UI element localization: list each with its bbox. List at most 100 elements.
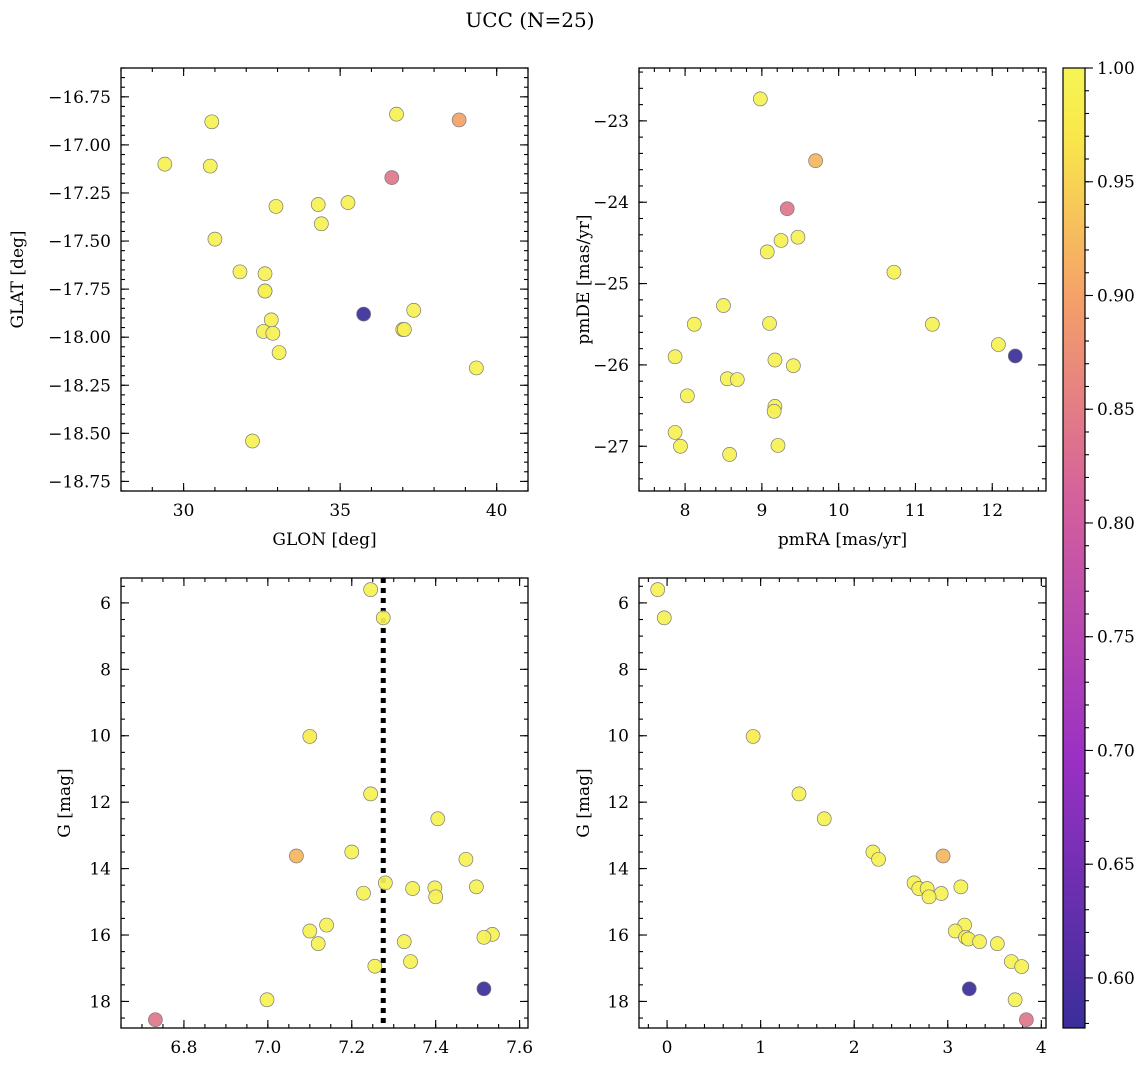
scatter-point — [773, 233, 789, 248]
scatter-point — [770, 438, 786, 453]
scatter-point — [271, 345, 287, 360]
panel-bprp-g: 01234681012141618BP-RP [mag]G [mag] — [574, 577, 1047, 1073]
scatter-point — [1007, 348, 1023, 364]
scatter-point — [972, 934, 987, 950]
y-tick-label: −18.25 — [48, 376, 111, 396]
colorbar: 0.60 0.65 0.70 0.75 0.80 0.85 0.90 0.95 1.00 — [1062, 59, 1135, 1029]
y-tick-label: 16 — [607, 926, 629, 946]
x-tick-label: 40 — [486, 501, 508, 521]
colorbar-tick-label: 0.60 — [1097, 969, 1135, 989]
x-tick-label: 8 — [680, 501, 691, 521]
x-tick-label: 1 — [755, 1038, 766, 1058]
y-tick-label: −26 — [593, 356, 629, 376]
scatter-point — [310, 936, 326, 951]
scatter-point — [428, 889, 444, 905]
scatter-point — [148, 1012, 163, 1028]
x-tick-label: 11 — [905, 501, 927, 521]
y-tick-label: 8 — [618, 660, 629, 680]
scatter-point — [204, 114, 220, 130]
scatter-point — [667, 349, 683, 365]
scatter-point — [871, 851, 886, 867]
minor-ticks — [120, 67, 529, 492]
minor-ticks — [639, 578, 1046, 1028]
colorbar-tick-label: 0.90 — [1097, 286, 1135, 306]
x-tick-label: 35 — [329, 501, 351, 521]
scatter-point — [430, 811, 446, 827]
scatter-point — [953, 879, 969, 895]
scatter-point — [886, 264, 902, 280]
scatter-point — [259, 992, 275, 1008]
scatter-point — [766, 403, 782, 419]
x-tick-label: 2 — [849, 1038, 860, 1058]
axes-frame — [120, 67, 529, 492]
y-tick-label: −27 — [593, 437, 629, 457]
colorbar-tick-label: 0.85 — [1097, 400, 1135, 420]
y-tick-label: 6 — [618, 594, 629, 614]
x-tick-label: 12 — [981, 501, 1003, 521]
scatter-point — [752, 91, 768, 107]
scatter-point — [268, 199, 284, 214]
x-tick-label: 9 — [756, 501, 767, 521]
x-tick-label: 0 — [662, 1038, 673, 1058]
scatter-point — [302, 923, 318, 939]
scatter-point — [790, 229, 806, 245]
scatter-point — [1007, 992, 1023, 1008]
scatter-point — [680, 388, 695, 404]
scatter-point — [779, 201, 795, 217]
x-tick-label: 7.6 — [506, 1038, 533, 1058]
y-tick-label: −16.75 — [48, 88, 111, 108]
scatter-point — [356, 885, 371, 901]
y-tick-label: −17.25 — [48, 184, 111, 204]
y-tick-label: 10 — [89, 727, 111, 747]
y-tick-label: −17.00 — [48, 136, 111, 156]
scatter-points — [650, 582, 1034, 1028]
scatter-point — [468, 360, 484, 376]
scatter-point — [686, 316, 702, 332]
scatter-point — [673, 438, 688, 454]
y-tick-label: −25 — [593, 275, 629, 295]
scatter-point — [729, 372, 745, 387]
scatter-point — [786, 358, 801, 374]
scatter-point — [1014, 959, 1030, 974]
scatter-point — [451, 112, 467, 128]
colorbar-tick-label: 0.80 — [1097, 514, 1135, 534]
x-axis-label: GLON [deg] — [272, 530, 376, 550]
x-tick-label: 10 — [828, 501, 850, 521]
colorbar-tick-label: 0.95 — [1097, 173, 1135, 193]
scatter-point — [762, 316, 777, 331]
scatter-point — [265, 325, 281, 341]
y-axis-label: G [mag] — [55, 768, 75, 837]
scatter-point — [406, 302, 422, 318]
y-tick-label: −17.50 — [48, 232, 111, 252]
scatter-point — [363, 786, 379, 802]
y-tick-label: −18.00 — [48, 328, 111, 348]
scatter-point — [257, 283, 273, 299]
scatter-point — [384, 170, 400, 185]
scatter-point — [157, 156, 173, 172]
scatter-point — [340, 195, 356, 210]
scatter-points — [157, 106, 484, 449]
scatter-point — [232, 264, 248, 280]
x-tick-label: 7.0 — [254, 1038, 281, 1058]
y-tick-label: 12 — [607, 793, 629, 813]
x-tick-label: 4 — [1036, 1038, 1047, 1058]
scatter-point — [363, 582, 379, 597]
figure-title: UCC (N=25) — [465, 8, 594, 32]
x-axis-label: pmRA [mas/yr] — [778, 530, 907, 550]
x-tick-label: 6.8 — [170, 1038, 197, 1058]
y-tick-label: 16 — [89, 926, 111, 946]
axes-frame — [120, 577, 529, 1029]
scatter-point — [808, 153, 823, 169]
y-tick-label: 10 — [607, 727, 629, 747]
scatter-point — [667, 425, 683, 440]
scatter-point — [935, 848, 951, 864]
scatter-point — [396, 322, 412, 337]
y-tick-label: 8 — [100, 660, 111, 680]
scatter-point — [759, 244, 775, 260]
panel-plx-g: 6.87.07.27.47.6681012141618Plx [mas]G [m… — [55, 577, 533, 1073]
scatter-point — [469, 879, 484, 895]
y-tick-label: −18.50 — [48, 424, 111, 444]
y-tick-label: 6 — [100, 594, 111, 614]
scatter-point — [245, 433, 260, 449]
scatter-point — [207, 231, 223, 247]
